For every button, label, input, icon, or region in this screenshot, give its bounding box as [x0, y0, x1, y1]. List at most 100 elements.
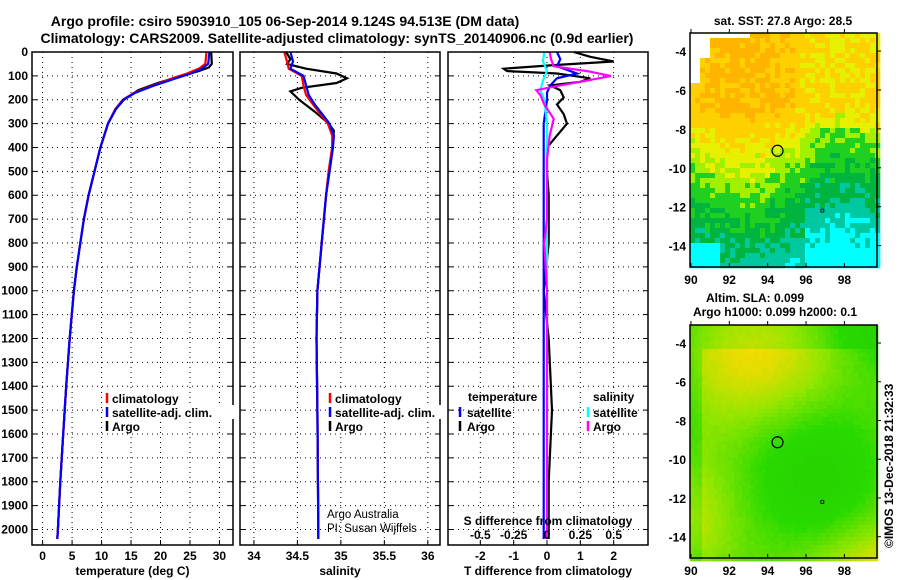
- map-cell: [734, 361, 739, 366]
- map-cell: [785, 258, 791, 264]
- map-cell: [722, 437, 727, 442]
- map-cell: [760, 173, 766, 179]
- map-cell: [738, 529, 743, 534]
- map-cell: [818, 525, 823, 530]
- map-cell: [790, 393, 795, 398]
- map-cell: [840, 53, 846, 59]
- map-cell: [690, 203, 696, 209]
- map-cell: [762, 365, 767, 370]
- map-cell: [695, 83, 701, 89]
- map-cell: [730, 485, 735, 490]
- map-cell: [705, 178, 711, 184]
- map-cell: [722, 421, 727, 426]
- map-cell: [766, 345, 771, 350]
- map-cell: [734, 541, 739, 546]
- map-cell: [814, 405, 819, 410]
- map-cell: [745, 218, 751, 224]
- map-cell: [785, 78, 791, 84]
- map-cell: [835, 78, 841, 84]
- map-cell: [845, 73, 851, 79]
- map-cell: [706, 409, 711, 414]
- map-cell: [860, 78, 866, 84]
- map-cell: [806, 453, 811, 458]
- map-cell: [840, 183, 846, 189]
- map-cell: [790, 461, 795, 466]
- map-cell: [690, 178, 696, 184]
- map-cell: [810, 409, 815, 414]
- map-cell: [822, 413, 827, 418]
- map-cell: [846, 405, 851, 410]
- map-cell: [766, 469, 771, 474]
- map-cell: [865, 193, 871, 199]
- map-cell: [705, 248, 711, 254]
- map-cell: [725, 143, 731, 149]
- map-cell: [745, 258, 751, 264]
- map-cell: [726, 481, 731, 486]
- map-cell: [810, 228, 816, 234]
- map-cell: [734, 365, 739, 370]
- map-cell: [866, 441, 871, 446]
- map-cell: [770, 437, 775, 442]
- map-cell: [698, 433, 703, 438]
- map-cell: [710, 233, 716, 239]
- map-cell: [725, 228, 731, 234]
- map-cell: [794, 453, 799, 458]
- map-cell: [810, 361, 815, 366]
- map-cell: [858, 349, 863, 354]
- map-cell: [722, 325, 727, 330]
- map-cell: [770, 517, 775, 522]
- map-cell: [755, 133, 761, 139]
- map-cell: [822, 341, 827, 346]
- map-cell: [694, 537, 699, 542]
- map-cell: [830, 489, 835, 494]
- map-cell: [770, 433, 775, 438]
- map-cell: [698, 349, 703, 354]
- map-cell: [742, 493, 747, 498]
- map-cell: [834, 377, 839, 382]
- map-cell: [795, 198, 801, 204]
- map-cell: [822, 557, 827, 562]
- map-cell: [850, 233, 856, 239]
- map-cell: [735, 208, 741, 214]
- map-cell: [730, 263, 736, 269]
- map-cell: [806, 457, 811, 462]
- map-cell: [818, 401, 823, 406]
- map-cell: [770, 83, 776, 89]
- map-cell: [820, 83, 826, 89]
- map-cell: [730, 337, 735, 342]
- map-cell: [730, 133, 736, 139]
- map-cell: [746, 425, 751, 430]
- map-cell: [775, 228, 781, 234]
- map-cell: [746, 525, 751, 530]
- map-cell: [865, 148, 871, 154]
- map-cell: [815, 253, 821, 259]
- map-cell: [835, 123, 841, 129]
- map-cell: [814, 361, 819, 366]
- map-cell: [758, 377, 763, 382]
- map-cell: [694, 509, 699, 514]
- map-cell: [785, 138, 791, 144]
- map-cell: [865, 238, 871, 244]
- map-cell: [850, 345, 855, 350]
- map-cell: [865, 233, 871, 239]
- map-cell: [774, 409, 779, 414]
- map-cell: [715, 148, 721, 154]
- map-cell: [834, 477, 839, 482]
- map-cell: [706, 417, 711, 422]
- map-cell: [830, 208, 836, 214]
- map-cell: [814, 421, 819, 426]
- map-cell: [750, 425, 755, 430]
- map-cell: [794, 473, 799, 478]
- map-cell: [838, 397, 843, 402]
- map-cell: [714, 473, 719, 478]
- map-cell: [742, 529, 747, 534]
- map-cell: [694, 437, 699, 442]
- map-cell: [710, 437, 715, 442]
- map-cell: [762, 433, 767, 438]
- map-cell: [818, 429, 823, 434]
- map-cell: [795, 73, 801, 79]
- map-cell: [710, 489, 715, 494]
- map-cell: [715, 113, 721, 119]
- map-cell: [786, 353, 791, 358]
- map-cell: [826, 513, 831, 518]
